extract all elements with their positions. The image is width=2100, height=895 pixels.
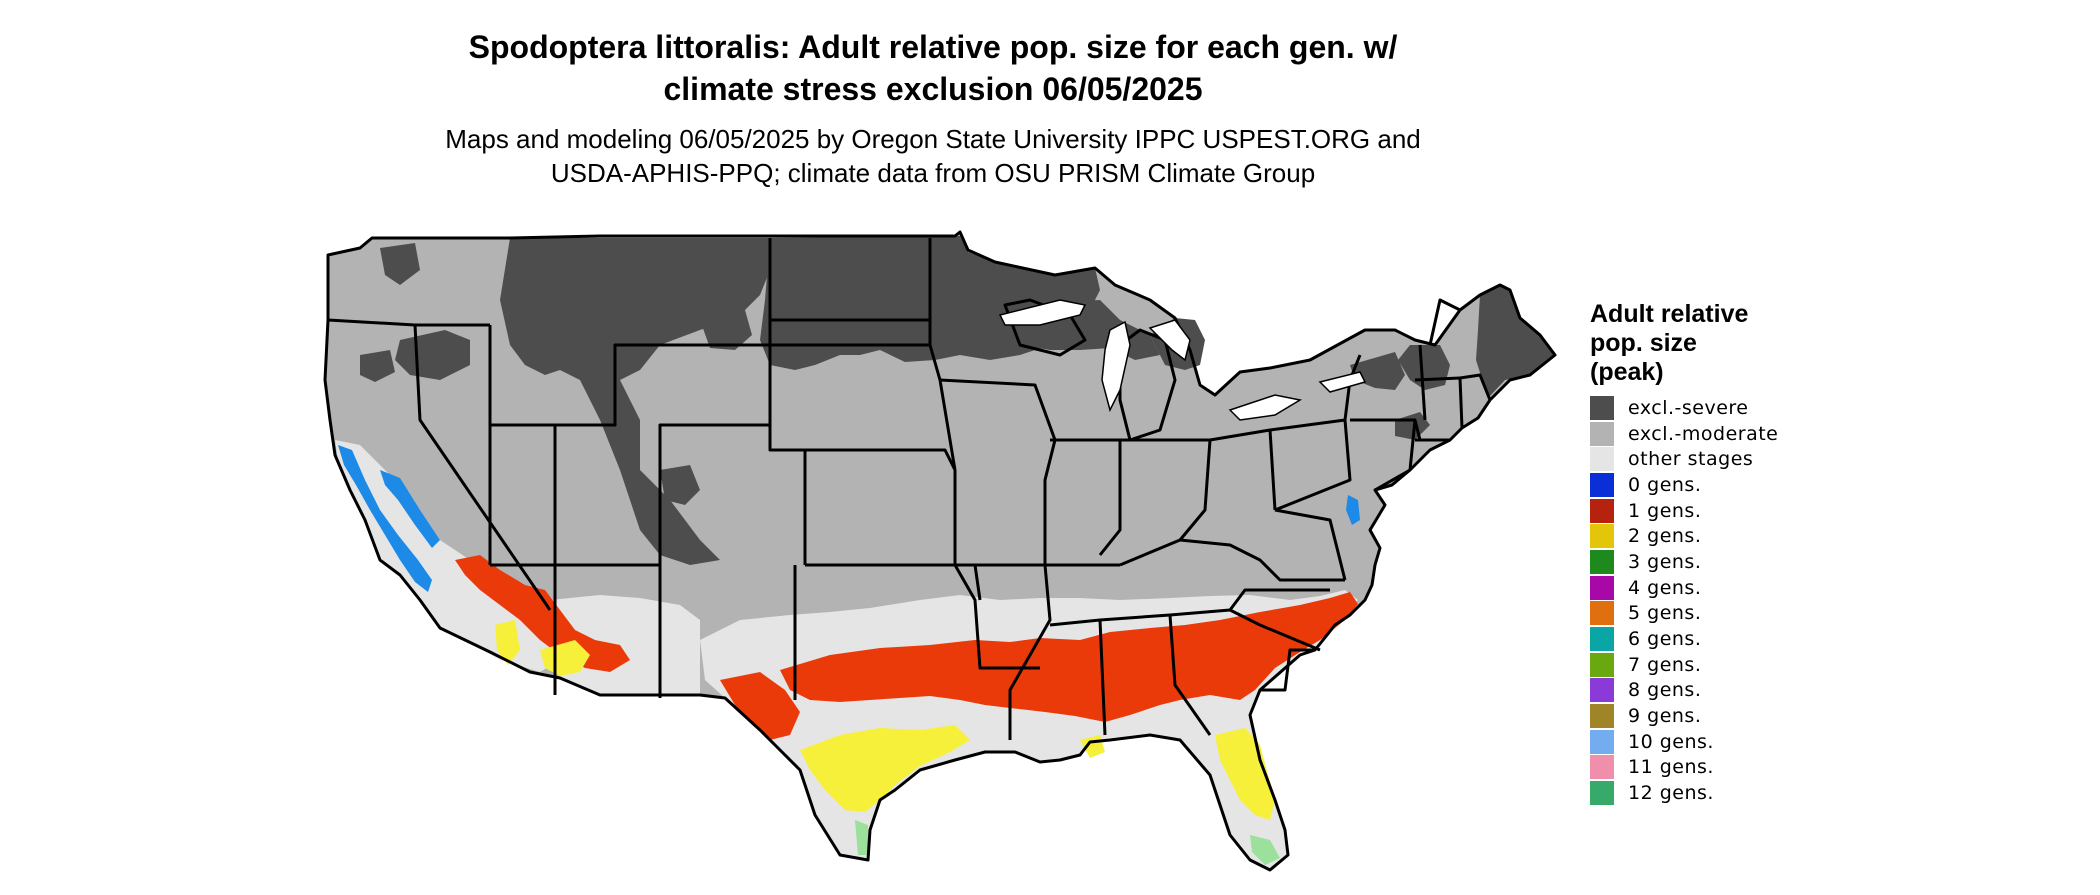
legend-label: 1 gens. (1628, 499, 1702, 522)
legend-label: 7 gens. (1628, 653, 1702, 676)
legend-swatch (1590, 678, 1614, 703)
legend-swatch (1590, 652, 1614, 677)
legend-label: 12 gens. (1628, 782, 1714, 805)
legend-swatch (1590, 627, 1614, 652)
us-map (300, 220, 1600, 890)
legend-label: 4 gens. (1628, 576, 1702, 599)
legend-item: 10 gens. (1590, 729, 1910, 755)
gen12-regions (855, 820, 1280, 865)
legend-swatch (1590, 472, 1614, 497)
legend-swatch (1590, 704, 1614, 729)
legend-label: 6 gens. (1628, 628, 1702, 651)
legend-item: 4 gens. (1590, 575, 1910, 601)
legend-label: 10 gens. (1628, 730, 1714, 753)
title-line-1: Spodoptera littoralis: Adult relative po… (468, 29, 1398, 65)
legend-item: 0 gens. (1590, 472, 1910, 498)
map-subtitle: Maps and modeling 06/05/2025 by Oregon S… (0, 122, 1866, 190)
legend-swatch (1590, 549, 1614, 574)
legend-title: Adult relative pop. size (peak) (1590, 300, 1910, 387)
subtitle-line-2: USDA-APHIS-PPQ; climate data from OSU PR… (550, 158, 1316, 188)
legend-label: excl.-moderate (1628, 422, 1779, 445)
legend-label: 9 gens. (1628, 705, 1702, 728)
legend-label: other stages (1628, 448, 1754, 471)
legend-label: excl.-severe (1628, 396, 1749, 419)
map-legend: Adult relative pop. size (peak) excl.-se… (1590, 300, 1910, 806)
legend-label: 5 gens. (1628, 602, 1702, 625)
legend-swatch (1590, 601, 1614, 626)
legend-title-line-1: Adult relative (1590, 300, 1749, 328)
legend-swatch (1590, 781, 1614, 806)
legend-swatch (1590, 575, 1614, 600)
legend-item: 11 gens. (1590, 755, 1910, 781)
legend-items: excl.-severe excl.-moderate other stages 0 … (1590, 395, 1910, 806)
legend-label: 2 gens. (1628, 525, 1702, 548)
legend-item: 6 gens. (1590, 626, 1910, 652)
legend-label: 11 gens. (1628, 756, 1714, 779)
legend-item: 5 gens. (1590, 601, 1910, 627)
legend-swatch (1590, 755, 1614, 780)
map-title: Spodoptera littoralis: Adult relative po… (0, 26, 1866, 110)
legend-item: 8 gens. (1590, 678, 1910, 704)
legend-item: 12 gens. (1590, 780, 1910, 806)
legend-label: 0 gens. (1628, 473, 1702, 496)
legend-label: 3 gens. (1628, 550, 1702, 573)
gen2-regions (495, 620, 1275, 820)
state-borders (323, 230, 1557, 872)
legend-title-line-3: (peak) (1590, 358, 1664, 386)
legend-item: 7 gens. (1590, 652, 1910, 678)
legend-item: excl.-moderate (1590, 421, 1910, 447)
title-line-2: climate stress exclusion 06/05/2025 (663, 71, 1203, 107)
legend-item: excl.-severe (1590, 395, 1910, 421)
legend-swatch (1590, 498, 1614, 523)
legend-item: 2 gens. (1590, 523, 1910, 549)
gen1-regions (455, 555, 1358, 740)
legend-item: 9 gens. (1590, 703, 1910, 729)
legend-swatch (1590, 729, 1614, 754)
us-map-svg (323, 230, 1557, 872)
legend-item: 1 gens. (1590, 498, 1910, 524)
legend-swatch (1590, 395, 1614, 420)
legend-item: other stages (1590, 446, 1910, 472)
gen0-regions (338, 445, 1360, 592)
legend-swatch (1590, 524, 1614, 549)
legend-title-line-2: pop. size (1590, 329, 1697, 357)
legend-item: 3 gens. (1590, 549, 1910, 575)
legend-swatch (1590, 421, 1614, 446)
great-lakes (998, 299, 1367, 421)
subtitle-line-1: Maps and modeling 06/05/2025 by Oregon S… (445, 124, 1421, 154)
legend-swatch (1590, 447, 1614, 472)
legend-label: 8 gens. (1628, 679, 1702, 702)
